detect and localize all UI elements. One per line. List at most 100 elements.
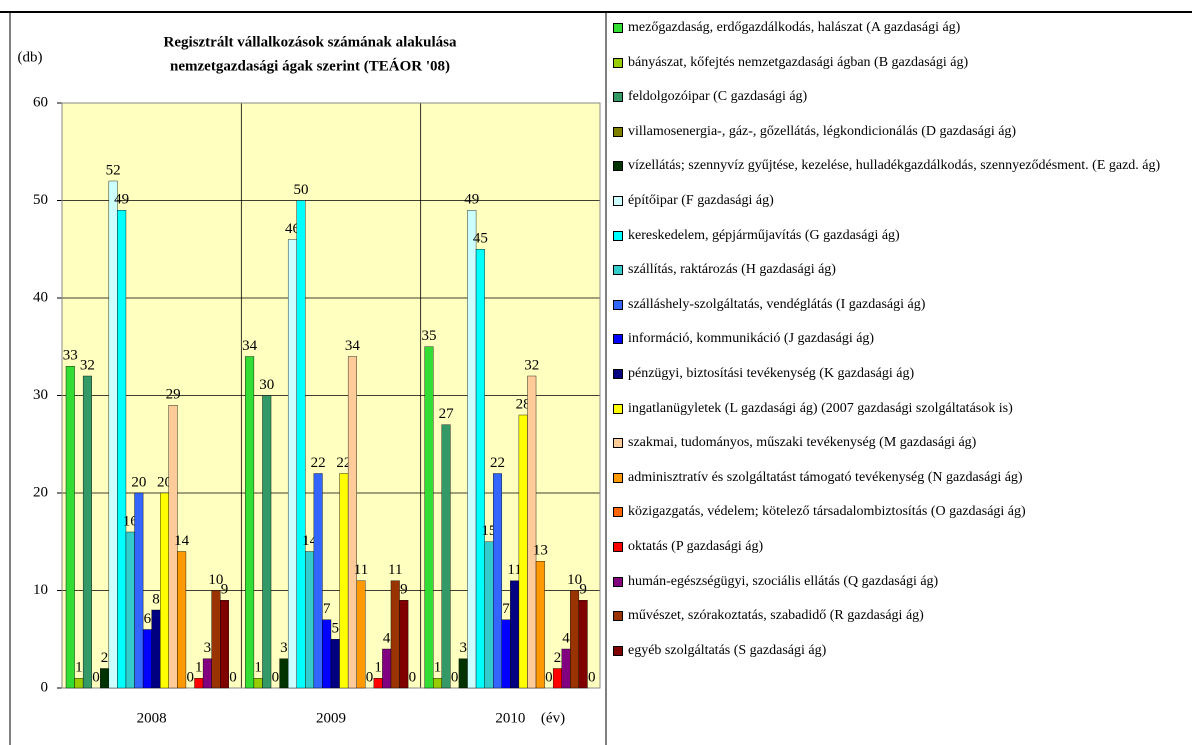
data-label: 0 (229, 669, 237, 685)
bar (373, 678, 383, 689)
bar (399, 600, 409, 689)
data-label: 32 (524, 357, 539, 373)
legend-swatch (613, 196, 623, 206)
data-label: 0 (272, 669, 280, 685)
data-label: 5 (332, 621, 340, 637)
legend-item: pénzügyi, biztosítási tevékenység (K gaz… (613, 366, 1168, 381)
data-label: 3 (204, 640, 212, 656)
legend-item: szállítás, raktározás (H gazdasági ág) (613, 262, 1168, 277)
data-label: 3 (459, 640, 467, 656)
y-tick-label: 10 (33, 582, 48, 598)
legend-item: ingatlanügyletek (L gazdasági ág) (2007 … (613, 401, 1168, 416)
legend-item: információ, kommunikáció (J gazdasági ág… (613, 331, 1168, 346)
legend-label: adminisztratív és szolgáltatást támogató… (628, 469, 1023, 485)
legend-swatch (613, 542, 623, 552)
data-label: 50 (294, 182, 309, 198)
data-label: 8 (152, 591, 160, 607)
data-label: 22 (490, 455, 505, 471)
data-label: 20 (131, 474, 146, 490)
data-label: 11 (354, 562, 368, 578)
legend-swatch (613, 403, 623, 414)
bar (168, 405, 178, 689)
data-label: 7 (502, 601, 510, 617)
data-label: 1 (195, 660, 203, 676)
legend-swatch (613, 265, 623, 276)
bar (194, 678, 204, 689)
bar (202, 658, 212, 689)
bar (518, 414, 528, 689)
data-label: 9 (221, 582, 229, 598)
legend-item: építőipar (F gazdasági ág) (613, 193, 1168, 208)
legend-swatch (613, 161, 623, 172)
legend-swatch (613, 438, 623, 449)
data-label: 13 (533, 543, 548, 559)
data-label: 4 (383, 630, 391, 646)
data-label: 1 (254, 660, 262, 676)
bar (177, 551, 187, 689)
legend-label: mezőgazdaság, erdőgazdálkodás, halászat … (628, 20, 961, 35)
data-label: 30 (259, 377, 274, 393)
data-label: 22 (336, 455, 351, 471)
data-label: 2 (101, 650, 109, 666)
legend-item: vízellátás; szennyvíz gyűjtése, kezelése… (613, 158, 1168, 173)
bar (510, 580, 520, 689)
chart-subtitle: nemzetgazdasági ágak szerint (TEÁOR '08) (170, 57, 450, 74)
bar (382, 648, 392, 689)
y-tick-label: 20 (33, 484, 48, 500)
data-label: 9 (579, 582, 587, 598)
bar (390, 580, 400, 689)
bar (561, 648, 571, 689)
bar (322, 619, 332, 689)
data-label: 11 (388, 562, 402, 578)
data-label: 10 (567, 572, 582, 588)
legend-label: pénzügyi, biztosítási tevékenység (K gaz… (628, 366, 915, 381)
legend-label: egyéb szolgáltatás (S gazdasági ág) (628, 642, 827, 658)
data-label: 2 (554, 650, 562, 666)
bar (535, 561, 545, 689)
bar (339, 473, 349, 689)
bar (475, 249, 485, 689)
bar (287, 239, 297, 689)
bar (65, 366, 75, 689)
bar (467, 210, 477, 689)
data-label: 0 (545, 669, 553, 685)
bar (279, 658, 289, 689)
y-tick-label: 60 (33, 94, 48, 110)
bar (570, 590, 580, 689)
data-label: 32 (80, 357, 95, 373)
bar (160, 492, 170, 689)
legend-swatch (613, 576, 623, 587)
bar (262, 395, 272, 689)
legend-label: szálláshely-szolgáltatás, vendéglátás (I… (628, 296, 926, 312)
legend-item: művészet, szórakoztatás, szabadidő (R ga… (613, 608, 1168, 623)
legend-item: kereskedelem, gépjárműjavítás (G gazdasá… (613, 228, 1168, 243)
bar (527, 375, 537, 689)
data-label: 0 (588, 669, 596, 685)
bar (313, 473, 323, 689)
data-label: 0 (186, 669, 194, 685)
data-label: 0 (409, 669, 417, 685)
data-label: 45 (473, 231, 488, 247)
bar (458, 658, 468, 689)
bar (296, 200, 306, 689)
bar (501, 619, 511, 689)
data-label: 6 (144, 611, 152, 627)
data-label: 34 (242, 338, 258, 354)
data-label: 1 (75, 660, 83, 676)
legend-label: ingatlanügyletek (L gazdasági ág) (2007 … (628, 400, 1013, 416)
bar (211, 590, 221, 689)
legend-swatch (613, 507, 623, 518)
data-label: 20 (157, 474, 172, 490)
data-label: 7 (323, 601, 331, 617)
bar (253, 678, 263, 689)
legend-label: humán-egészségügyi, szociális ellátás (Q… (628, 573, 939, 589)
bar (441, 424, 451, 689)
legend-swatch (613, 23, 623, 33)
data-label: 1 (434, 660, 442, 676)
legend-item: szálláshely-szolgáltatás, vendéglátás (I… (613, 297, 1168, 312)
x-axis-label: (év) (541, 710, 565, 726)
bar (74, 678, 84, 689)
data-label: 0 (451, 669, 459, 685)
legend-item: közigazgatás, védelem; kötelező társadal… (613, 504, 1168, 519)
legend-label: vízellátás; szennyvíz gyűjtése, kezelése… (628, 158, 1161, 174)
